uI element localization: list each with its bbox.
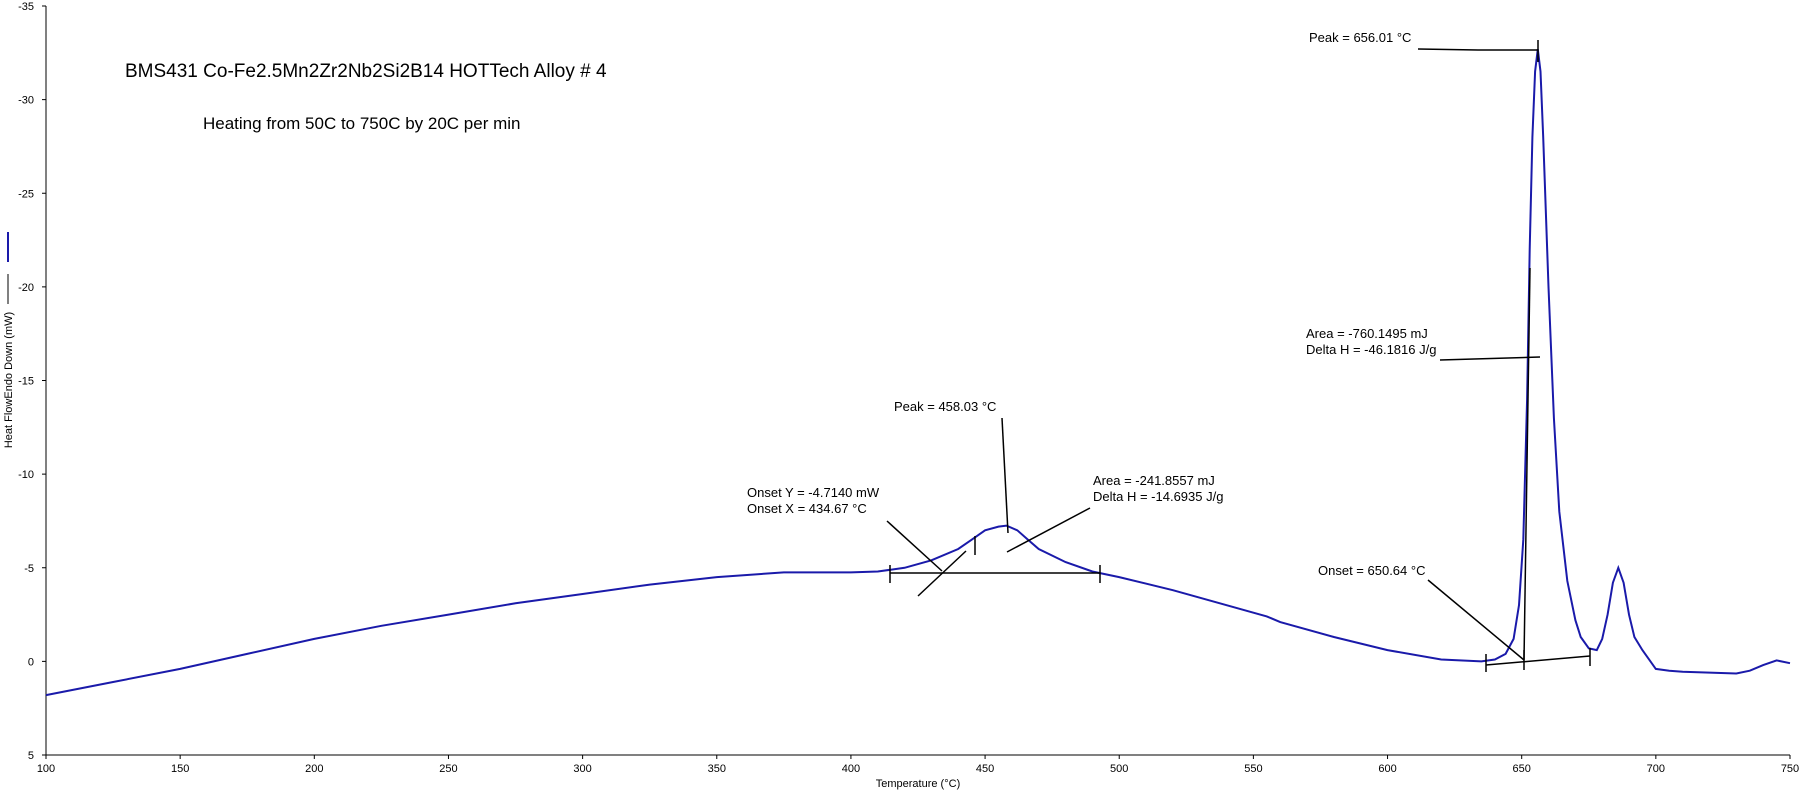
annotation-peak-656: Peak = 656.01 °C — [1309, 30, 1411, 45]
x-tick-label: 450 — [976, 763, 994, 775]
onset-650-leader — [1427, 579, 1525, 661]
peak-656-leader — [1417, 48, 1479, 51]
annotation-onset-650: Onset = 650.64 °C — [1318, 563, 1425, 578]
annotation-lines — [886, 40, 1591, 672]
x-tick-label: 550 — [1244, 763, 1262, 775]
onset-434-leader — [886, 520, 943, 572]
y-tick-label: 0 — [28, 656, 34, 668]
x-tick-label: 600 — [1378, 763, 1396, 775]
annotation-onset-y: Onset Y = -4.7140 mW — [747, 485, 880, 500]
area-656-leader — [1439, 356, 1541, 361]
x-tick-label: 500 — [1110, 763, 1128, 775]
chart-title: BMS431 Co-Fe2.5Mn2Zr2Nb2Si2B14 HOTTech A… — [125, 61, 607, 82]
x-tick-label: 700 — [1647, 763, 1665, 775]
x-tick-label: 350 — [708, 763, 726, 775]
annotation-deltah-656: Delta H = -46.1816 J/g — [1306, 342, 1436, 357]
x-tick-label: 750 — [1781, 763, 1799, 775]
x-tick-label: 300 — [573, 763, 591, 775]
x-tick-label: 650 — [1513, 763, 1531, 775]
y-tick-label: -10 — [18, 469, 34, 481]
y-tick-label: -30 — [18, 95, 34, 107]
baseline-656 — [1485, 655, 1591, 666]
y-tick-label: 5 — [28, 750, 34, 762]
x-axis-title: Temperature (°C) — [876, 778, 960, 790]
y-tick-label: -5 — [24, 563, 34, 575]
y-tick-label: -20 — [18, 282, 34, 294]
y-tick-label: -15 — [18, 376, 34, 388]
heat-flow-series-line — [45, 48, 1791, 697]
y-tick-label: -35 — [18, 1, 34, 13]
annotation-area-458: Area = -241.8557 mJ — [1093, 473, 1215, 488]
x-ticks: 100 150 200 250 300 350 400 450 500 550 600 650 700 7… — [37, 755, 1799, 775]
annotation-area-656: Area = -760.1495 mJ — [1306, 326, 1428, 341]
x-tick-label: 100 — [37, 763, 55, 775]
x-tick-label: 150 — [171, 763, 189, 775]
annotation-onset-x: Onset X = 434.67 °C — [747, 501, 867, 516]
x-tick-label: 400 — [842, 763, 860, 775]
onset-650-tangent — [1523, 267, 1531, 661]
y-axis-title: Heat FlowEndo Down (mW) — [3, 312, 15, 448]
annotation-peak-458: Peak = 458.03 °C — [894, 399, 996, 414]
x-tick-label: 250 — [439, 763, 457, 775]
y-tick-label: -25 — [18, 188, 34, 200]
chart-subtitle: Heating from 50C to 750C by 20C per min — [203, 114, 521, 133]
y-ticks: -35 -30 -25 -20 -15 -10 -5 0 5 — [18, 1, 46, 762]
area-458-leader — [1006, 507, 1091, 553]
peak-458-leader — [1001, 417, 1009, 534]
x-tick-label: 200 — [305, 763, 323, 775]
annotation-deltah-458: Delta H = -14.6935 J/g — [1093, 489, 1223, 504]
